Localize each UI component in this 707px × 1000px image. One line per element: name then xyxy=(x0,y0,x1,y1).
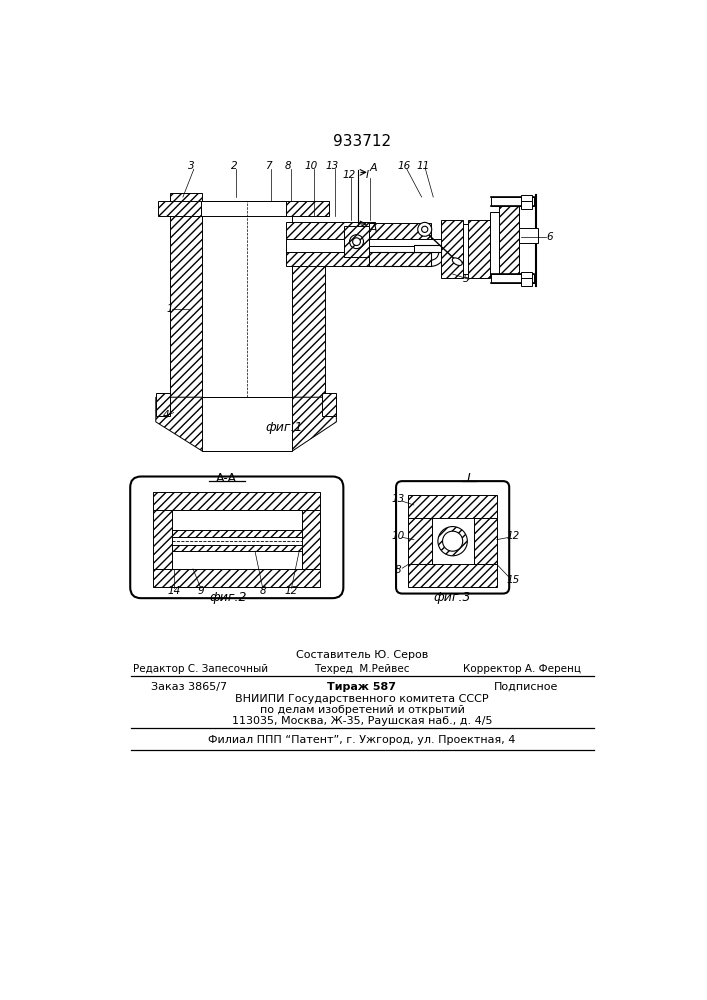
Text: I: I xyxy=(366,170,369,180)
Ellipse shape xyxy=(443,531,462,551)
Bar xyxy=(170,193,202,397)
Bar xyxy=(499,205,518,282)
Bar xyxy=(322,393,337,416)
Text: 13: 13 xyxy=(392,494,405,504)
Text: A: A xyxy=(370,163,378,173)
Text: Техред  М.Рейвес: Техред М.Рейвес xyxy=(314,664,409,674)
Circle shape xyxy=(418,222,432,236)
Text: 8: 8 xyxy=(259,586,266,596)
Text: фиг.2: фиг.2 xyxy=(209,591,247,604)
Bar xyxy=(301,510,320,569)
Bar xyxy=(172,530,301,551)
Text: 11: 11 xyxy=(416,161,430,171)
Circle shape xyxy=(353,238,361,246)
Bar xyxy=(286,201,329,216)
Bar xyxy=(409,564,497,587)
Text: 16: 16 xyxy=(398,161,411,171)
Text: I: I xyxy=(466,472,470,485)
Text: 6: 6 xyxy=(547,232,553,242)
Text: 4: 4 xyxy=(163,410,169,420)
Bar xyxy=(172,537,301,545)
Circle shape xyxy=(421,226,428,232)
Bar xyxy=(156,393,170,416)
Text: 14: 14 xyxy=(167,586,180,596)
Bar xyxy=(153,510,172,569)
Bar xyxy=(491,274,534,283)
Text: 2: 2 xyxy=(230,161,238,171)
Text: фиг.3: фиг.3 xyxy=(434,591,472,604)
Polygon shape xyxy=(156,397,337,451)
Circle shape xyxy=(349,235,363,249)
Text: A-A: A-A xyxy=(216,472,237,485)
Bar xyxy=(521,195,532,202)
Text: 1: 1 xyxy=(166,304,173,314)
Text: Редактор С. Запесочный: Редактор С. Запесочный xyxy=(133,664,269,674)
Bar xyxy=(468,220,490,278)
Bar xyxy=(369,223,431,239)
Bar xyxy=(369,239,446,246)
Bar xyxy=(286,252,375,266)
Text: 933712: 933712 xyxy=(333,134,391,149)
Text: 5: 5 xyxy=(463,274,470,284)
Bar xyxy=(172,510,301,569)
Text: Подписное: Подписное xyxy=(494,682,559,692)
Text: по делам изобретений и открытий: по делам изобретений и открытий xyxy=(259,705,464,715)
Bar xyxy=(409,518,432,564)
Bar xyxy=(414,245,441,252)
Bar xyxy=(286,239,375,252)
Bar xyxy=(369,252,431,266)
Ellipse shape xyxy=(452,258,462,265)
Bar xyxy=(286,222,375,239)
Bar xyxy=(369,246,446,252)
Text: Тираж 587: Тираж 587 xyxy=(327,682,397,692)
FancyBboxPatch shape xyxy=(396,481,509,594)
Bar xyxy=(521,201,532,209)
Bar xyxy=(153,569,320,587)
Text: 10: 10 xyxy=(392,531,405,541)
Ellipse shape xyxy=(438,527,467,556)
Text: 12: 12 xyxy=(285,586,298,596)
Text: 7: 7 xyxy=(265,161,271,171)
Text: A: A xyxy=(370,224,378,234)
Text: 13: 13 xyxy=(326,161,339,171)
Text: 8: 8 xyxy=(395,565,402,575)
Text: Составитель Ю. Серов: Составитель Ю. Серов xyxy=(296,650,428,660)
Text: 10: 10 xyxy=(304,161,317,171)
Text: 15: 15 xyxy=(506,575,520,585)
Bar xyxy=(432,518,474,564)
Text: 8: 8 xyxy=(285,161,292,171)
Bar xyxy=(202,201,292,397)
Bar xyxy=(490,212,499,274)
Bar xyxy=(521,272,532,279)
Text: 3: 3 xyxy=(188,161,194,171)
Bar xyxy=(202,397,292,451)
Text: фиг.1: фиг.1 xyxy=(266,422,303,434)
Bar xyxy=(518,228,538,243)
Bar xyxy=(521,278,532,286)
Bar xyxy=(158,201,201,216)
Bar xyxy=(462,224,468,274)
Bar xyxy=(491,197,534,206)
Text: Заказ 3865/7: Заказ 3865/7 xyxy=(151,682,227,692)
Bar xyxy=(474,518,497,564)
Bar xyxy=(153,492,320,510)
Text: 12: 12 xyxy=(342,170,356,180)
Bar xyxy=(441,220,462,278)
Text: ВНИИПИ Государственного комитета СССР: ВНИИПИ Государственного комитета СССР xyxy=(235,694,489,704)
Text: Филиал ППП “Патент”, г. Ужгород, ул. Проектная, 4: Филиал ППП “Патент”, г. Ужгород, ул. Про… xyxy=(209,735,515,745)
Text: 12: 12 xyxy=(506,531,520,541)
Text: 113035, Москва, Ж-35, Раушская наб., д. 4/5: 113035, Москва, Ж-35, Раушская наб., д. … xyxy=(232,716,492,726)
Text: Корректор А. Ференц: Корректор А. Ференц xyxy=(463,664,581,674)
Bar xyxy=(292,232,325,397)
Bar xyxy=(344,226,369,257)
Bar xyxy=(201,201,286,216)
Text: 9: 9 xyxy=(197,586,204,596)
Bar xyxy=(409,495,497,518)
FancyBboxPatch shape xyxy=(130,477,344,598)
